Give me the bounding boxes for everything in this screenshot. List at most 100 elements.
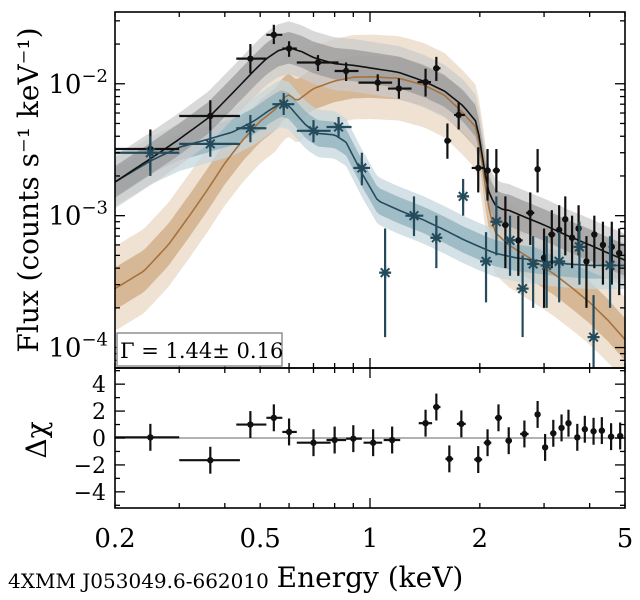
marker-dot xyxy=(422,419,429,427)
flux-plot-area xyxy=(115,21,625,368)
residual-point xyxy=(574,423,581,451)
marker-dot xyxy=(388,436,396,444)
data-point xyxy=(379,228,392,338)
data-point xyxy=(492,149,500,193)
marker-dot xyxy=(555,226,563,234)
residual-point xyxy=(363,429,383,457)
model-blue-line xyxy=(115,102,625,267)
residual-point xyxy=(418,409,433,437)
marker-dot xyxy=(515,237,522,244)
residual-point xyxy=(456,410,466,438)
marker-dot xyxy=(446,455,453,463)
marker-dot xyxy=(314,59,322,66)
residual-plot-area xyxy=(115,393,625,474)
data-point xyxy=(282,41,297,57)
marker-dot xyxy=(147,434,154,441)
marker-dot xyxy=(607,433,615,440)
marker-dot xyxy=(568,234,576,241)
marker-dot xyxy=(521,430,528,438)
y-tick-label: 10−4 xyxy=(48,330,108,364)
marker-dot xyxy=(548,231,555,238)
marker-dot xyxy=(583,258,590,265)
residual-point xyxy=(607,423,615,451)
marker-stroke xyxy=(408,210,420,221)
data-point xyxy=(480,232,493,303)
data-point xyxy=(591,215,598,269)
data-point xyxy=(266,24,283,45)
residual-point xyxy=(590,417,597,445)
y-tick-label: 4 xyxy=(92,373,106,398)
marker-dot xyxy=(502,221,509,229)
energy-x-tick-labels: 0.2 0.5 1 2 5 xyxy=(94,524,633,554)
data-point xyxy=(417,68,432,97)
residual-point xyxy=(433,393,441,421)
data-point xyxy=(296,120,331,143)
data-point xyxy=(454,102,465,130)
residual-point xyxy=(282,418,297,446)
marker-dot xyxy=(207,112,214,120)
data-point xyxy=(457,178,470,216)
residual-panel-frame xyxy=(114,367,626,509)
data-point xyxy=(484,149,491,201)
x-tick-label: 0.5 xyxy=(239,524,280,554)
marker-dot xyxy=(285,45,293,52)
y-tick-label: 2 xyxy=(92,400,106,425)
marker-dot xyxy=(475,164,482,172)
data-point xyxy=(501,196,509,269)
marker-stroke xyxy=(517,283,528,294)
marker-dot xyxy=(458,420,465,428)
marker-dot xyxy=(475,456,482,463)
flux-y-tick-labels: 10−2 10−3 10−4 xyxy=(48,66,108,364)
marker-stroke xyxy=(574,241,585,252)
residual-point xyxy=(383,426,401,454)
marker-dot xyxy=(562,216,569,223)
residual-point xyxy=(558,414,565,442)
residual-point xyxy=(445,445,454,473)
data-point xyxy=(573,221,586,285)
marker-dot xyxy=(558,424,565,432)
x-tick-label: 1 xyxy=(362,524,379,554)
data-point xyxy=(471,147,485,193)
x-tick-label: 5 xyxy=(617,524,634,554)
marker-dot xyxy=(310,439,317,446)
y-tick-label: −2 xyxy=(74,454,106,479)
marker-stroke xyxy=(431,232,442,243)
marker-dot xyxy=(541,444,549,451)
residual-point xyxy=(505,427,512,455)
data-point xyxy=(334,62,359,81)
marker-dot xyxy=(484,167,491,174)
data-point xyxy=(568,215,576,269)
model-orange-line xyxy=(115,75,625,341)
marker-stroke xyxy=(541,260,552,271)
residual-point xyxy=(483,429,492,457)
y-tick-label: 10−2 xyxy=(48,66,108,100)
data-point xyxy=(433,56,441,81)
data-point xyxy=(387,78,412,99)
residual-y-axis-title: Δχ xyxy=(20,421,53,458)
model-black-line xyxy=(115,46,625,261)
data-point xyxy=(358,74,393,92)
residual-point xyxy=(236,411,267,438)
residuals-points xyxy=(115,393,624,474)
marker-dot xyxy=(350,435,357,442)
data-point xyxy=(540,236,553,308)
marker-dot xyxy=(484,439,491,446)
data-point xyxy=(115,136,180,176)
data-point xyxy=(444,123,452,159)
energy-x-axis-title: Energy (keV) xyxy=(277,561,464,594)
marker-dot xyxy=(270,414,278,422)
data-point xyxy=(405,196,424,237)
marker-dot xyxy=(342,67,350,75)
marker-dot xyxy=(285,428,293,436)
data-point xyxy=(430,215,443,269)
data-point xyxy=(599,221,607,285)
residual-point xyxy=(581,415,589,443)
marker-dot xyxy=(527,209,534,217)
marker-dot xyxy=(444,137,451,144)
marker-dot xyxy=(591,231,598,238)
data-point xyxy=(562,196,569,256)
marker-dot xyxy=(598,427,606,434)
marker-stroke xyxy=(333,121,344,133)
marker-stroke xyxy=(481,256,492,267)
marker-stroke xyxy=(528,258,539,270)
